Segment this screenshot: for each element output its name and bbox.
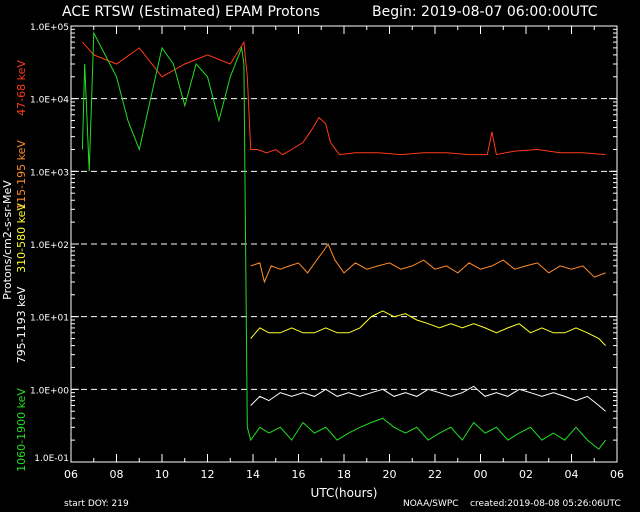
created-timestamp: created:2019-08-08 05:26:06UTC [470,499,621,509]
series-line-47-68-keV [82,40,606,156]
x-tick-label: 18 [337,468,351,481]
y-tick-label: 1.0E+02 [30,241,69,251]
y-tick-label: 1.0E+05 [30,23,69,33]
x-tick-label: 02 [519,468,533,481]
legend-795-1193: 795-1193 keV [15,286,28,363]
chart-title: ACE RTSW (Estimated) EPAM Protons [62,4,320,20]
x-tick-label: 16 [292,468,306,481]
x-tick-label: 08 [110,468,124,481]
series-line-310-580-keV [250,310,606,346]
x-axis-label: UTC(hours) [311,486,378,500]
series-lines [81,31,607,450]
series-line-1060-1900-keV [81,31,607,450]
x-tick-label: 06 [64,468,78,481]
legend-47-68: 47-68 keV [15,60,28,116]
source-label: NOAA/SWPC [403,499,459,509]
y-axis-ticks: 1.0E-01 1.0E+00 1.0E+01 1.0E+02 1.0E+03 1.0E+… [30,23,617,464]
y-axis-label: Protons/cm2-s-sr-MeV [1,180,14,300]
x-tick-label: 12 [201,468,215,481]
legend-1060-1900: 1060-1900 keV [15,388,28,472]
x-tick-label: 00 [474,468,488,481]
gridlines [71,98,617,390]
x-tick-label: 10 [155,468,169,481]
series-line-795-1193-keV [250,385,606,412]
start-doy: start DOY: 219 [64,499,129,509]
x-tick-label: 22 [428,468,442,481]
x-tick-label: 20 [383,468,397,481]
legend-310-580: 310-580 keV [15,203,28,273]
x-tick-label: 06 [610,468,624,481]
y-axis-legend-labels: Protons/cm2-s-sr-MeV 47-68 keV 115-195 k… [1,60,28,472]
begin-time: Begin: 2019-08-07 06:00:00UTC [372,4,598,20]
series-line-115-195-keV [250,242,606,284]
x-axis-ticks: 06 08 10 12 14 16 18 20 22 00 02 04 06 [64,26,624,481]
legend-115-195: 115-195 keV [15,140,28,210]
y-tick-label: 1.0E-01 [34,454,69,464]
y-tick-label: 1.0E+04 [30,96,69,106]
x-tick-label: 04 [565,468,579,481]
x-tick-label: 14 [246,468,260,481]
y-tick-label: 1.0E+00 [30,386,69,396]
y-tick-label: 1.0E+03 [30,168,69,178]
y-tick-label: 1.0E+01 [30,314,69,324]
